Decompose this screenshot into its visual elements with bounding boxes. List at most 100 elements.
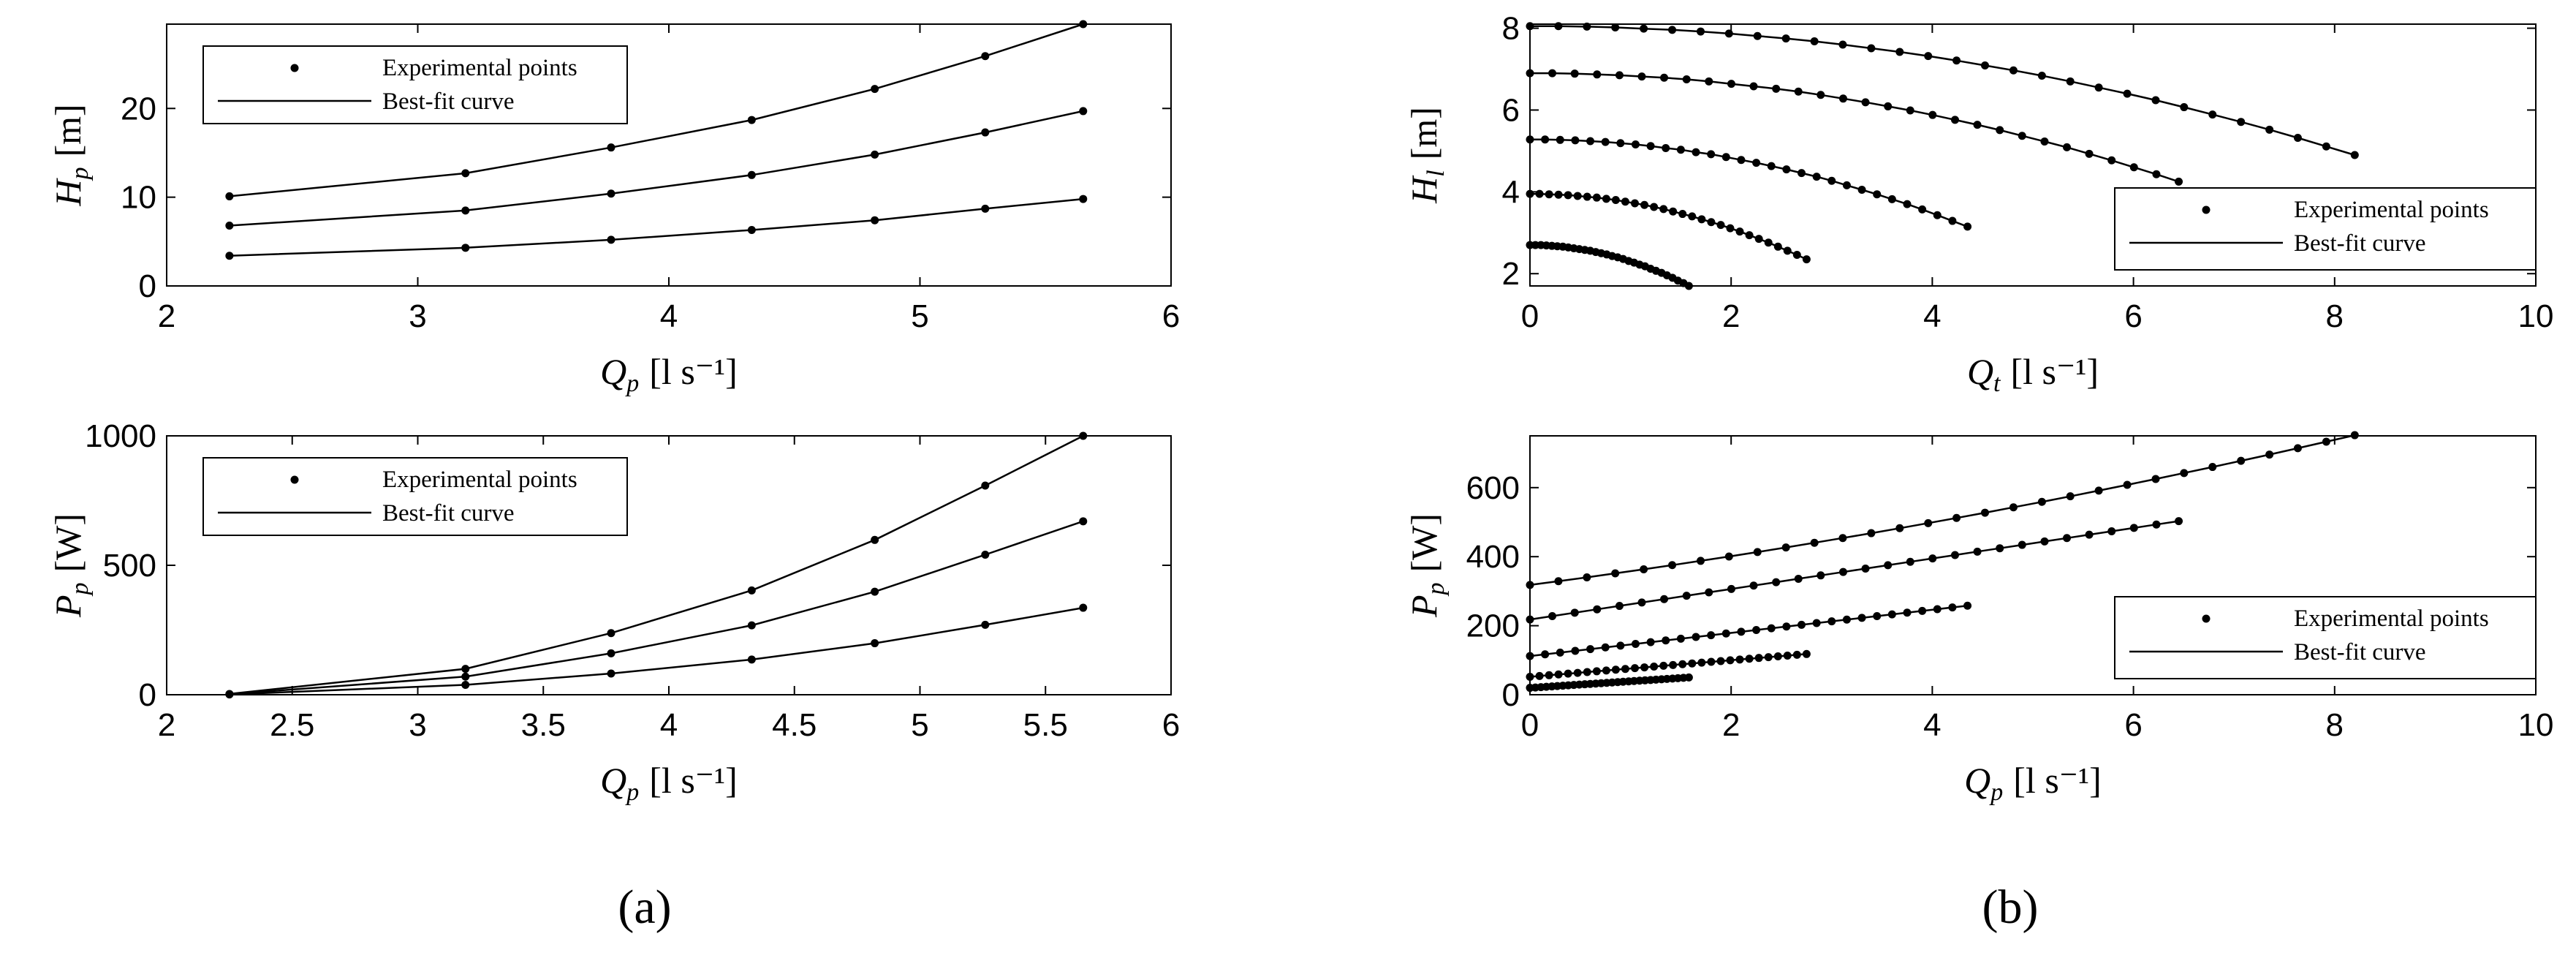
series-4-data-point (1726, 656, 1735, 665)
x-tick-label: 4 (660, 707, 678, 743)
series-2-data-point (1593, 70, 1602, 79)
series-4-data-point (1802, 255, 1811, 264)
series-1-data-point (607, 629, 615, 638)
series-2-data-point (225, 221, 234, 230)
series-3-data-point (1526, 135, 1534, 144)
series-3-data-point (1827, 617, 1836, 626)
x-axis-label-unit: [l s⁻¹] (2013, 760, 2102, 801)
series-2-data-point (1861, 98, 1870, 107)
series-4-data-point (1640, 200, 1649, 209)
y-axis-label-subscript: l (1423, 170, 1450, 176)
series-2-data-point (1079, 107, 1088, 116)
series-4-data-point (1773, 242, 1782, 251)
series-2-data-point (1772, 578, 1781, 587)
series-3-data-point (1692, 148, 1700, 156)
series-3-data-point (1676, 634, 1685, 643)
series-3-data-point (1842, 615, 1851, 624)
series-3-data-point (1857, 614, 1866, 622)
series-4-data-point (1526, 189, 1534, 198)
series-4-data-point (1640, 663, 1649, 672)
legend-label-curve: Best-fit curve (382, 88, 515, 115)
series-1-data-point (2237, 456, 2246, 465)
series-1-data-point (1810, 538, 1819, 547)
series-3-data-point (981, 620, 990, 629)
series-1-data-point (1724, 552, 1733, 561)
series-4-data-point (1669, 207, 1678, 216)
series-4-data-point (1659, 205, 1668, 214)
y-axis-label: Pp [W] (48, 513, 94, 618)
series-2-data-point (1928, 554, 1937, 563)
series-1-data-point (1810, 37, 1819, 45)
series-4-data-point (1754, 235, 1763, 244)
series-4-data-point (1707, 657, 1716, 666)
series-2-data-point (1079, 517, 1088, 526)
series-3-data-point (1646, 142, 1655, 151)
series-2-data-point (2085, 149, 2094, 158)
chart-a-bottom: 2 2.5 3 3.5 4 4.5 5 5.5 6 0 500 1000 Experimental po… (48, 418, 1180, 806)
series-3-data-point (1948, 216, 1957, 225)
series-4-data-point (1545, 671, 1553, 679)
series-3-data-point (1586, 645, 1595, 654)
series-3-data-point (1692, 633, 1700, 641)
series-1-data-point (1753, 31, 1762, 40)
series-1-data-point (1640, 565, 1648, 573)
series-5-data-point (1684, 673, 1693, 682)
legend-marker-points (2202, 614, 2211, 623)
series-1-data-point (1753, 548, 1762, 557)
y-axis-label-symbol: P (1403, 595, 1444, 618)
x-axis-label: Qp [l s⁻¹] (1964, 760, 2102, 806)
series-4-data-point (1678, 660, 1687, 668)
series-1-data-point (2237, 118, 2246, 127)
series-2-data-point (461, 206, 470, 215)
series-1-data-point (1724, 29, 1733, 38)
series-3-data-point (1737, 627, 1746, 636)
series-4-data-point (1716, 657, 1725, 665)
series-4-data-point (1745, 231, 1754, 240)
series-4-data-point (1621, 197, 1629, 206)
series-3-data-point (1079, 603, 1088, 612)
series-3-data-point (1601, 643, 1610, 652)
plot-frame (1529, 23, 2537, 287)
series-2-data-point (1526, 69, 1534, 78)
series-3-data-point (1797, 620, 1806, 629)
series-4-data-point (1631, 199, 1640, 208)
series-4-data-point (1745, 655, 1754, 663)
series-3-data-point (747, 226, 756, 235)
series-3-data-point (1933, 605, 1942, 614)
series-2-data-point (1884, 561, 1893, 570)
x-tick-label: 2.5 (270, 707, 314, 743)
series-5-data-point (1684, 282, 1693, 290)
series-3-data-point (1812, 619, 1821, 627)
series-3-data-point (1676, 146, 1685, 154)
series-2-data-point (2063, 143, 2072, 151)
series-3-data-point (1873, 611, 1882, 620)
series-4-data-point (1735, 655, 1744, 664)
legend-label-points: Experimental points (2294, 606, 2489, 632)
x-tick-label: 5 (911, 707, 928, 743)
series-1-data-point (2009, 66, 2018, 75)
chart-a-top: 2 3 4 5 6 0 10 20 Experimental points Best-fit cu… (48, 20, 1180, 397)
x-tick-label: 8 (2326, 298, 2344, 334)
series-3-data-point (1963, 222, 1972, 231)
series-3-data-point (1556, 135, 1564, 144)
series-2-data-point (1749, 581, 1758, 590)
series-4-data-point (1583, 668, 1591, 676)
x-tick-label: 2 (1722, 707, 1740, 743)
series-2-data-point (981, 550, 990, 559)
series-1-data-point (1554, 22, 1563, 31)
series-4-data-point (1611, 665, 1620, 674)
series-2-data-point (607, 649, 615, 657)
series-2-data-point (1705, 77, 1713, 86)
series-3-data-point (607, 235, 615, 244)
series-5-fit-line (1530, 244, 1689, 287)
series-1-data-point (2009, 503, 2018, 512)
legend-label-points: Experimental points (2294, 197, 2489, 223)
series-1-data-point (1583, 22, 1591, 31)
series-2-data-point (1727, 584, 1735, 593)
series-2-data-point (1526, 615, 1534, 624)
plot-frame (1529, 435, 2537, 695)
series-3-data-point (1767, 624, 1776, 633)
series-1-data-point (1924, 52, 1933, 61)
series-1-data-point (2037, 71, 2046, 80)
